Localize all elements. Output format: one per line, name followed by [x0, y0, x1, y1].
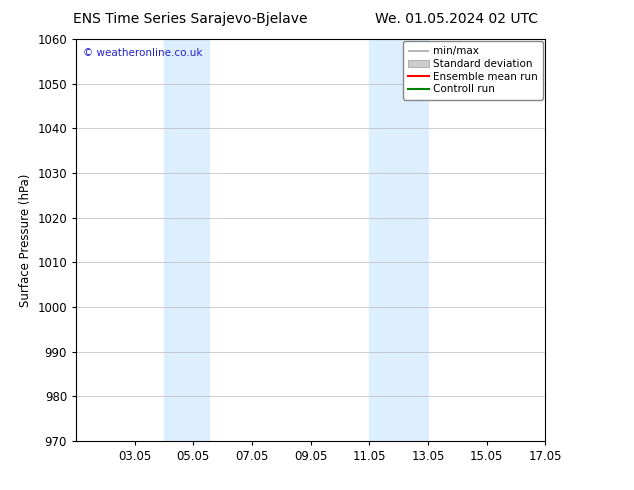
Bar — [370, 39, 428, 441]
Legend: min/max, Standard deviation, Ensemble mean run, Controll run: min/max, Standard deviation, Ensemble me… — [403, 41, 543, 99]
Y-axis label: Surface Pressure (hPa): Surface Pressure (hPa) — [19, 173, 32, 307]
Bar — [164, 39, 209, 441]
Text: © weatheronline.co.uk: © weatheronline.co.uk — [84, 48, 203, 58]
Text: We. 01.05.2024 02 UTC: We. 01.05.2024 02 UTC — [375, 12, 538, 26]
Text: ENS Time Series Sarajevo-Bjelave: ENS Time Series Sarajevo-Bjelave — [73, 12, 307, 26]
